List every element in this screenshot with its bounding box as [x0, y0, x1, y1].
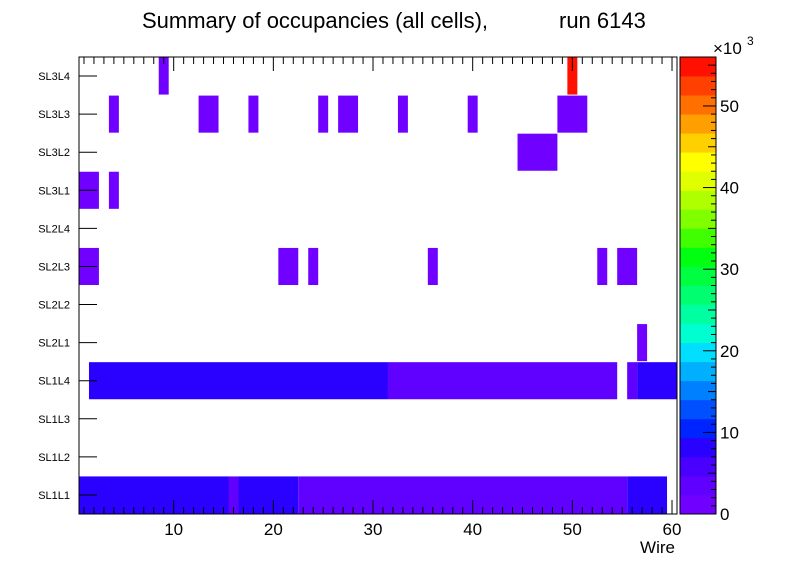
color-scale-segment-5 [680, 399, 716, 420]
heatmap-cell-sl3l1-wire-4 [108, 171, 119, 209]
color-scale-segment-20 [680, 114, 716, 134]
y-axis: SL1L1 SL1L2 SL1L3 SL1L4 SL2L1 SL2L2 SL2L3 SL2L4… [38, 71, 97, 502]
x-tick-label-50: 50 [563, 520, 582, 539]
heatmap-cell-sl1l1-wire-17 [238, 476, 299, 514]
color-scale-segment-4 [680, 418, 716, 439]
y-tick-label-sl1l3: SL1L3 [38, 414, 70, 426]
heatmap-cell-sl1l1-wire-16 [228, 476, 239, 514]
color-scale-segment-13 [680, 247, 716, 267]
color-scale-axis: 0 10 20 30 40 50 [703, 64, 739, 524]
heatmap-cell-sl3l3-wire-18 [248, 95, 259, 133]
color-scale-segment-18 [680, 152, 716, 172]
x-axis-label: Wire [640, 538, 675, 557]
y-tick-label-sl2l3: SL2L3 [38, 261, 70, 273]
chart-title: Summary of occupancies (all cells), run … [142, 8, 646, 33]
heatmap-cell-sl3l2-wire-45 [517, 133, 558, 171]
color-scale-segment-1 [680, 475, 716, 496]
y-tick-label-sl3l1: SL3L1 [38, 185, 70, 197]
y-tick-label-sl3l4: SL3L4 [38, 71, 70, 83]
heatmap-cell-sl2l3-wire-55 [617, 247, 638, 285]
color-scale-segment-3 [680, 437, 716, 458]
heatmap-cell-sl1l4-wire-2 [88, 362, 388, 400]
color-scale-segment-15 [680, 209, 716, 229]
heatmap-cell-sl2l3-wire-36 [427, 247, 438, 285]
heatmap-cell-sl2l3-wire-53 [597, 247, 608, 285]
heatmap-cell-sl1l4-wire-57 [637, 362, 677, 400]
color-scale-segment-12 [680, 266, 716, 286]
heatmap-cell-sl3l3-wire-40 [467, 95, 478, 133]
color-scale-segment-21 [680, 95, 716, 115]
color-scale-segment-22 [680, 76, 716, 96]
color-scale-segment-2 [680, 456, 716, 477]
heatmap-cell-sl1l1-wire-56 [627, 476, 668, 514]
heatmap-cell-sl3l4-wire-50 [567, 57, 578, 95]
z-tick-label-50: 50 [720, 97, 739, 116]
x-tick-label-30: 30 [364, 520, 383, 539]
y-tick-label-sl3l2: SL3L2 [38, 147, 70, 159]
color-scale-segment-6 [680, 380, 716, 401]
x-tick-label-20: 20 [264, 520, 283, 539]
multiplier-base: ×10 [713, 39, 742, 58]
y-tick-label-sl3l3: SL3L3 [38, 109, 70, 121]
y-tick-label-sl1l4: SL1L4 [38, 376, 70, 388]
color-scale-segment-23 [680, 57, 716, 77]
heatmap-cell-sl3l4-wire-9 [158, 57, 169, 95]
title-run: run 6143 [559, 8, 646, 33]
color-scale-segment-11 [680, 285, 716, 305]
heatmap-cell-sl3l3-wire-49 [557, 95, 588, 133]
x-tick-label-10: 10 [164, 520, 183, 539]
color-scale-segment-0 [680, 494, 716, 515]
x-axis: 10 20 30 40 50 60 [83, 57, 682, 539]
color-scale [680, 57, 716, 515]
z-tick-label-20: 20 [720, 342, 739, 361]
y-tick-label-sl1l2: SL1L2 [38, 452, 70, 464]
color-scale-multiplier: ×10 3 [713, 34, 754, 58]
color-scale-segment-7 [680, 361, 716, 382]
color-scale-segment-17 [680, 171, 716, 191]
z-tick-label-10: 10 [720, 423, 739, 442]
z-tick-label-0: 0 [720, 505, 729, 524]
plot-frame [78, 56, 678, 515]
z-tick-label-40: 40 [720, 179, 739, 198]
y-tick-label-sl2l4: SL2L4 [38, 223, 70, 235]
y-tick-label-sl2l1: SL2L1 [38, 338, 70, 350]
title-main: Summary of occupancies (all cells), [142, 8, 488, 33]
heatmap-cell-sl2l1-wire-57 [637, 324, 648, 362]
color-scale-segment-8 [680, 342, 716, 363]
heatmap-cell-sl3l3-wire-25 [318, 95, 329, 133]
color-scale-segment-16 [680, 190, 716, 210]
heatmap-cell-sl3l3-wire-33 [397, 95, 408, 133]
heatmap-cell-sl3l3-wire-27 [338, 95, 359, 133]
z-tick-label-30: 30 [720, 260, 739, 279]
color-scale-segment-14 [680, 228, 716, 248]
y-tick-label-sl2l2: SL2L2 [38, 300, 70, 312]
color-scale-segment-19 [680, 133, 716, 153]
heatmap-cell-sl2l3-wire-24 [308, 247, 319, 285]
multiplier-exponent: 3 [747, 34, 754, 48]
x-tick-label-60: 60 [663, 520, 682, 539]
color-scale-segment-10 [680, 304, 716, 324]
heatmap-cell-sl2l3-wire-21 [278, 247, 299, 285]
heatmap-cell-sl1l4-wire-32 [387, 362, 618, 400]
color-scale-segment-9 [680, 323, 716, 344]
x-tick-label-40: 40 [463, 520, 482, 539]
y-tick-label-sl1l1: SL1L1 [38, 490, 70, 502]
heatmap-cell-sl3l3-wire-13 [198, 95, 219, 133]
heatmap-cell-sl3l3-wire-4 [108, 95, 119, 133]
heatmap-cell-sl1l4-wire-56 [627, 362, 638, 400]
